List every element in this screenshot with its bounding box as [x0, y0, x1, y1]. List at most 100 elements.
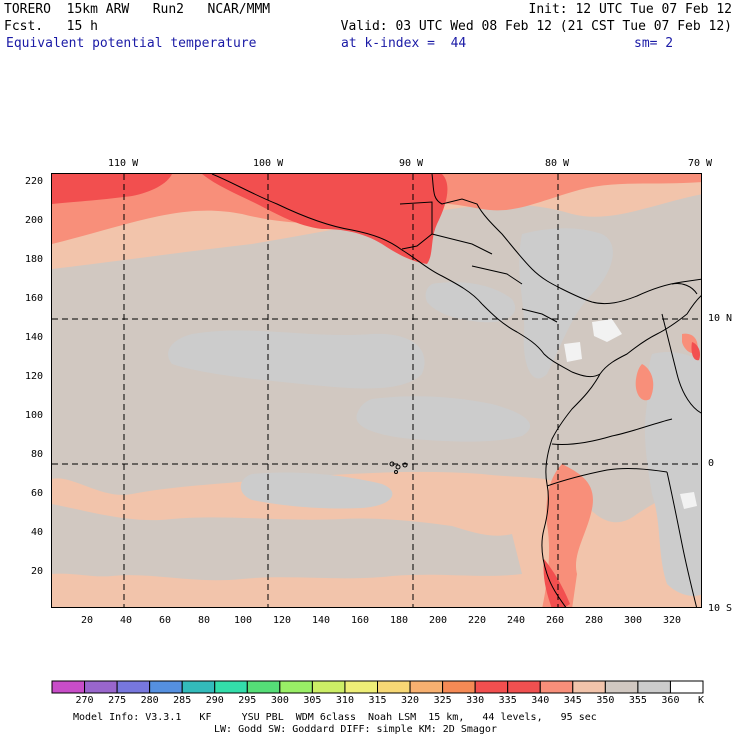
colorbar-box: [84, 680, 118, 694]
x-tick-40: 40: [120, 615, 133, 626]
colorbar-label: 340: [531, 695, 550, 706]
lon-label-110w: 110 W: [108, 158, 139, 169]
colorbar-label: 315: [368, 695, 387, 706]
field-355-patch-2: [564, 342, 582, 362]
lat-label-0: 0: [708, 458, 715, 469]
x-tick-320: 320: [663, 615, 682, 626]
x-tick-200: 200: [429, 615, 448, 626]
colorbar-label: 330: [466, 695, 485, 706]
colorbar-box: [507, 680, 541, 694]
coastline-south-america-west: [541, 373, 601, 607]
x-tick-180: 180: [390, 615, 409, 626]
model-info: Model Info: V3.3.1 KF YSU PBL WDM 6class…: [73, 712, 597, 723]
x-tick-140: 140: [312, 615, 331, 626]
border-ecuador-peru: [546, 468, 668, 487]
colorbar-label: 280: [140, 695, 159, 706]
colorbar-box: [181, 680, 216, 694]
colorbar-box: [279, 680, 313, 694]
field-330-mexico: [202, 174, 448, 264]
galapagos-island-4: [394, 470, 398, 474]
colorbar-box: [116, 680, 151, 694]
x-tick-100: 100: [234, 615, 253, 626]
y-tick-140: 140: [25, 332, 44, 343]
x-tick-300: 300: [624, 615, 643, 626]
level-index: at k-index = 44: [341, 36, 467, 51]
colorbar-box: [51, 680, 86, 694]
border-colombia-venezuela: [661, 313, 701, 414]
init-time: Init: 12 UTC Tue 07 Feb 12: [528, 2, 733, 17]
map-svg: [52, 174, 701, 607]
border-colombia-ecuador: [551, 418, 673, 445]
galapagos-island-3: [402, 462, 408, 468]
y-tick-120: 120: [25, 371, 44, 382]
field-345-south: [52, 504, 522, 581]
colorbar-label: 360: [661, 695, 680, 706]
colorbar-label: 285: [173, 695, 192, 706]
x-tick-280: 280: [585, 615, 604, 626]
colorbar-box: [572, 680, 606, 694]
field-350-patch-2: [356, 396, 531, 442]
y-tick-220: 220: [25, 176, 44, 187]
field-330-peru: [543, 559, 570, 607]
colorbar-box: [246, 680, 281, 694]
coastline-central-america-pacific: [481, 303, 601, 378]
colorbar: [51, 680, 704, 694]
colorbar-box: [604, 680, 639, 694]
valid-time: Valid: 03 UTC Wed 08 Feb 12 (21 CST Tue …: [340, 19, 732, 34]
y-tick-180: 180: [25, 254, 44, 265]
colorbar-box: [669, 680, 704, 694]
colorbar-box: [149, 680, 183, 694]
field-350-patch-4: [519, 228, 613, 379]
x-tick-160: 160: [351, 615, 370, 626]
colorbar-box: [539, 680, 574, 694]
colorbar-label: 295: [238, 695, 257, 706]
lat-label-10n: 10 N: [708, 313, 733, 324]
colorbar-label: 275: [108, 695, 127, 706]
colorbar-box: [214, 680, 248, 694]
smoothing: sm= 2: [634, 36, 674, 51]
colorbar-label: 310: [335, 695, 354, 706]
x-tick-240: 240: [507, 615, 526, 626]
field-350-patch-3: [240, 472, 393, 509]
field-350-patch-5: [425, 282, 516, 323]
y-tick-160: 160: [25, 293, 44, 304]
border-honduras: [431, 233, 493, 255]
lon-label-80w: 80 W: [545, 158, 570, 169]
border-peru-brazil: [666, 471, 698, 607]
field-350-southamerica: [644, 352, 701, 596]
forecast-hour: Fcst. 15 h: [4, 19, 98, 34]
x-tick-20: 20: [81, 615, 94, 626]
colorbar-label: 320: [401, 695, 420, 706]
y-tick-40: 40: [31, 527, 44, 538]
colorbar-label: 335: [498, 695, 517, 706]
field-355-patch-1: [592, 319, 622, 342]
y-tick-200: 200: [25, 215, 44, 226]
colorbar-label: 345: [563, 695, 582, 706]
colorbar-label: 300: [270, 695, 289, 706]
map-panel: [51, 173, 702, 608]
colorbar-label: 325: [433, 695, 452, 706]
colorbar-box: [344, 680, 379, 694]
x-tick-60: 60: [159, 615, 172, 626]
island-jamaica: [671, 283, 698, 295]
y-tick-60: 60: [31, 488, 44, 499]
x-tick-120: 120: [273, 615, 292, 626]
colorbar-label: 350: [596, 695, 615, 706]
colorbar-box: [377, 680, 411, 694]
colorbar-label: 355: [628, 695, 647, 706]
coastline-mexico-pacific: [211, 174, 483, 305]
colorbar-box: [442, 680, 476, 694]
lat-label-10s: 10 S: [708, 603, 733, 614]
model-title: TORERO 15km ARW Run2 NCAR/MMM: [4, 2, 271, 17]
coastline-panama: [599, 295, 701, 375]
border-nicaragua: [471, 265, 523, 285]
colorbar-box: [637, 680, 671, 694]
coastline-caribbean: [431, 174, 701, 305]
colorbar-box: [409, 680, 444, 694]
colorbar-label: 270: [75, 695, 94, 706]
field-name: Equivalent potential temperature: [6, 36, 257, 51]
field-330-colombia: [691, 342, 701, 361]
y-tick-80: 80: [31, 449, 44, 460]
y-tick-20: 20: [31, 566, 44, 577]
x-tick-220: 220: [468, 615, 487, 626]
